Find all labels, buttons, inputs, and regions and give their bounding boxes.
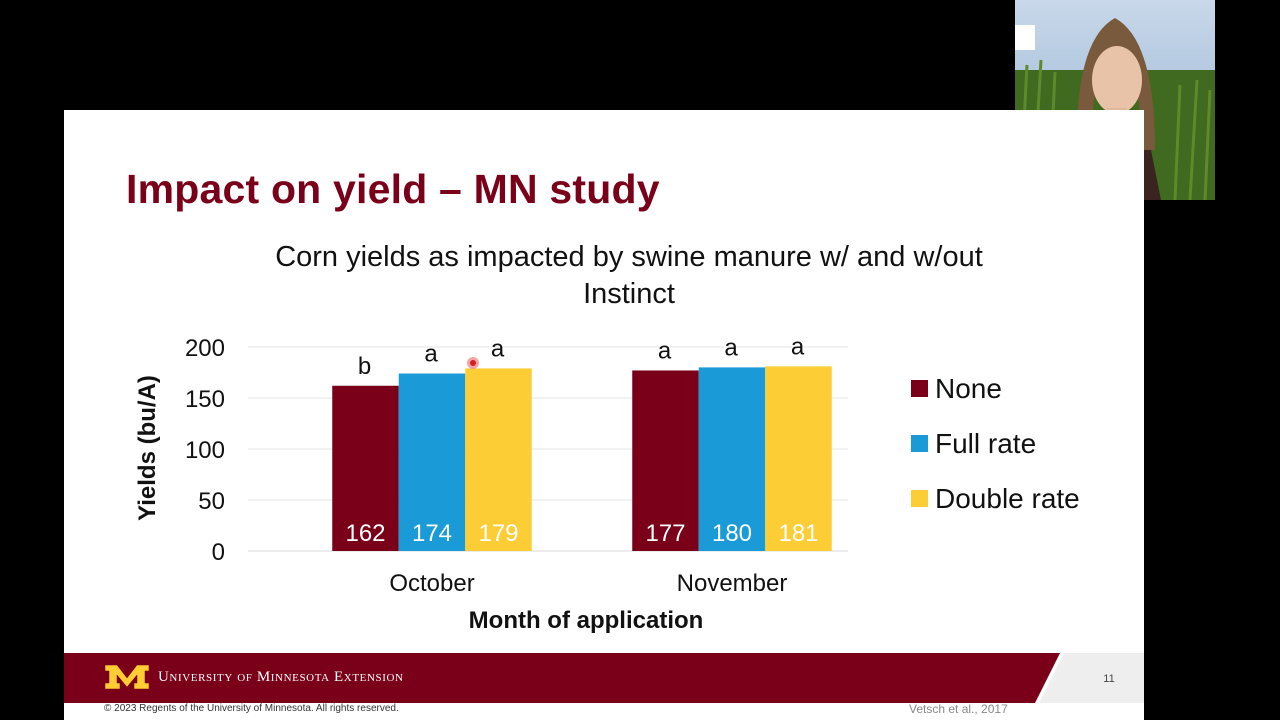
chart-bars: 162 b 174 a 179 a 177 a 180 a 181 a: [332, 333, 832, 551]
significance-letter: a: [658, 337, 672, 364]
significance-letter: a: [491, 335, 505, 362]
legend-swatch: [911, 380, 928, 397]
footer-brand: University of Minnesota Extension: [104, 662, 404, 692]
bar: [765, 366, 832, 551]
significance-letter: a: [724, 334, 738, 361]
bar-value-label: 179: [478, 520, 518, 547]
bar: [332, 385, 399, 551]
x-axis-ticks: October November: [389, 570, 787, 597]
bar-value-label: 180: [712, 520, 752, 547]
copyright-notice: © 2023 Regents of the University of Minn…: [104, 703, 399, 714]
footer-brand-text: University of Minnesota Extension: [158, 668, 404, 685]
significance-letter: a: [791, 333, 805, 360]
bar: [698, 367, 766, 551]
legend-label: None: [935, 373, 1002, 404]
citation: Vetsch et al., 2017: [909, 702, 1008, 716]
significance-letter: b: [358, 353, 371, 380]
footer-maroon-band: [64, 653, 1060, 703]
legend-label: Double rate: [935, 483, 1080, 514]
bar: [398, 373, 466, 551]
legend-label: Full rate: [935, 428, 1036, 459]
y-tick-label: 200: [185, 335, 225, 362]
footer-band: [64, 653, 1144, 703]
chart-legend: None Full rate Double rate: [911, 373, 1080, 514]
chart-title-line-2: Instinct: [583, 278, 675, 310]
legend-swatch: [911, 435, 928, 452]
bar-value-label: 181: [778, 520, 818, 547]
slide-number: 11: [1103, 673, 1115, 685]
footer-gray-tab: [1039, 653, 1144, 703]
university-m-logo: [104, 664, 150, 690]
bar: [632, 370, 699, 551]
x-tick-label: November: [677, 570, 788, 597]
slide-title: Impact on yield – MN study: [126, 166, 660, 212]
presentation-slide: Impact on yield – MN study Corn yields a…: [64, 110, 1144, 720]
y-axis-ticks: 0 50 100 150 200: [185, 335, 225, 566]
y-tick-label: 0: [212, 539, 225, 566]
bar-value-label: 162: [345, 520, 385, 547]
y-tick-label: 150: [185, 386, 225, 413]
y-tick-label: 100: [185, 437, 225, 464]
significance-letter: a: [424, 341, 438, 368]
y-tick-label: 50: [198, 488, 225, 515]
y-axis-label: Yields (bu/A): [134, 375, 161, 521]
legend-swatch: [911, 490, 928, 507]
x-axis-label: Month of application: [469, 607, 704, 634]
bar-value-label: 174: [412, 520, 452, 547]
laser-pointer: [467, 357, 479, 369]
yield-bar-chart: Corn yields as impacted by swine manure …: [134, 241, 1080, 634]
bar-value-label: 177: [645, 520, 685, 547]
chart-title-line-1: Corn yields as impacted by swine manure …: [275, 241, 983, 273]
bar: [465, 368, 532, 551]
x-tick-label: October: [389, 570, 474, 597]
